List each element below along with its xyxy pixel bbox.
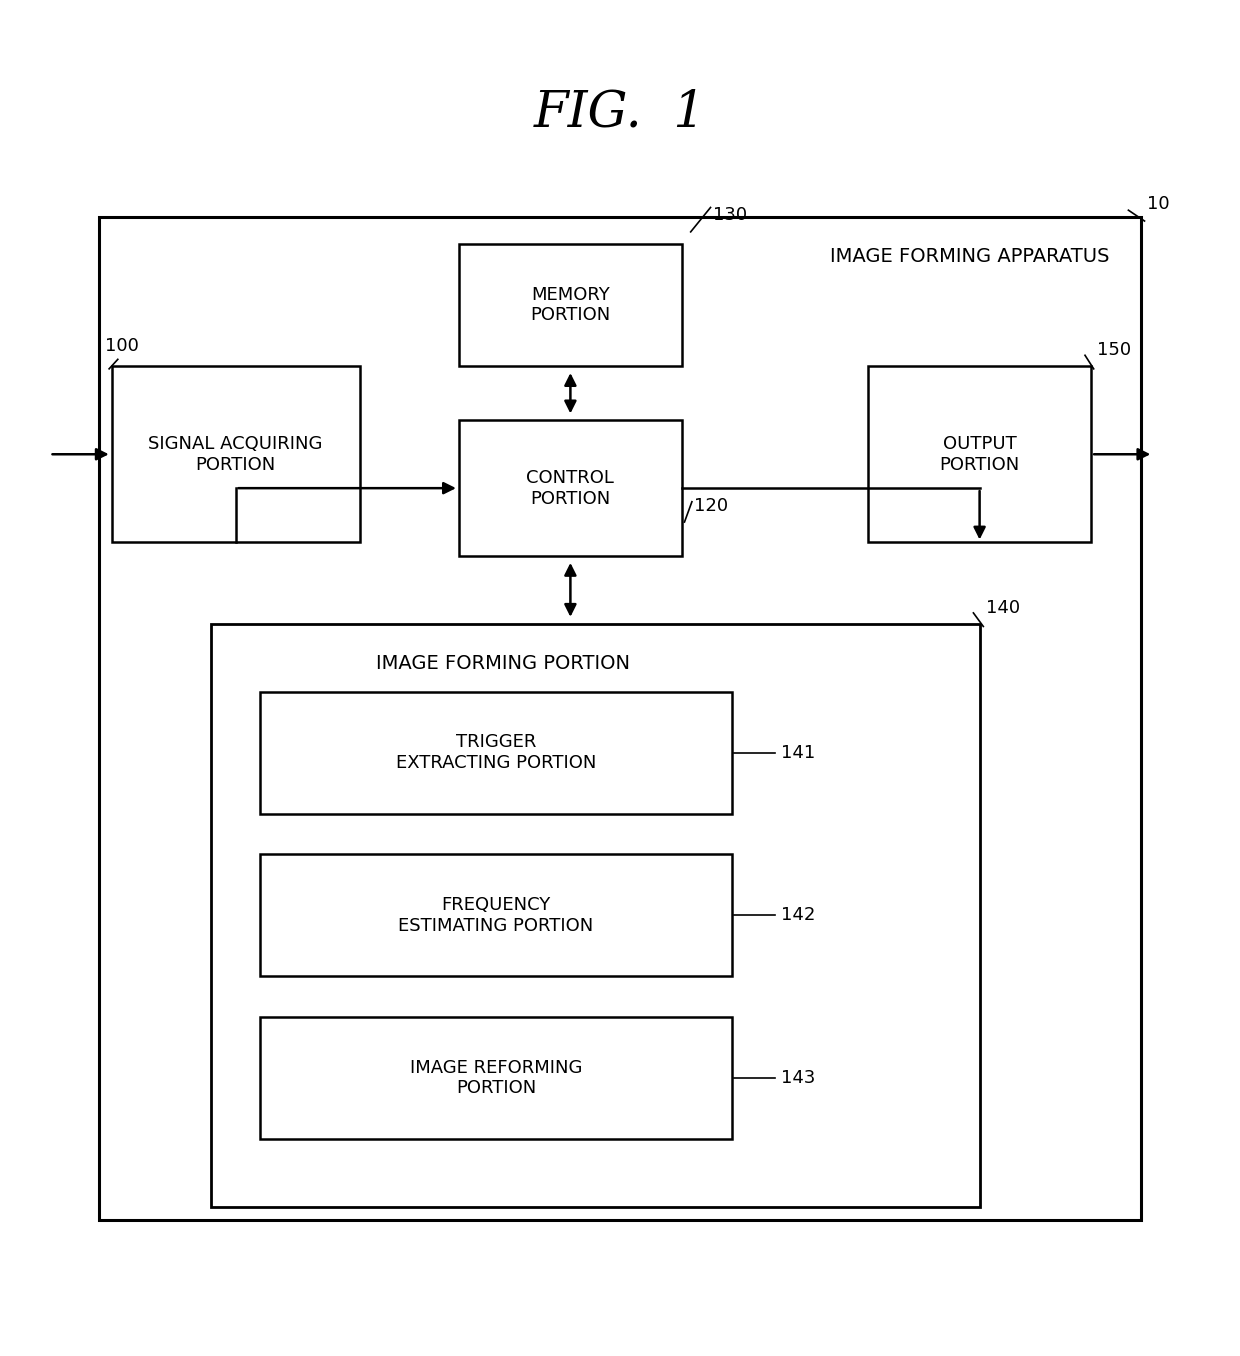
FancyBboxPatch shape: [99, 217, 1141, 1220]
Text: 142: 142: [781, 906, 816, 925]
FancyBboxPatch shape: [211, 624, 980, 1207]
FancyBboxPatch shape: [459, 244, 682, 366]
Text: 140: 140: [986, 599, 1021, 617]
Text: FIG.  1: FIG. 1: [534, 88, 706, 137]
Text: TRIGGER
EXTRACTING PORTION: TRIGGER EXTRACTING PORTION: [396, 734, 596, 772]
FancyBboxPatch shape: [868, 366, 1091, 542]
Text: 100: 100: [105, 338, 139, 355]
Text: 120: 120: [694, 498, 729, 515]
Text: 150: 150: [1097, 342, 1132, 359]
FancyBboxPatch shape: [260, 692, 732, 814]
Text: CONTROL
PORTION: CONTROL PORTION: [527, 469, 614, 507]
FancyBboxPatch shape: [260, 1017, 732, 1139]
Text: 10: 10: [1147, 195, 1169, 213]
Text: OUTPUT
PORTION: OUTPUT PORTION: [940, 435, 1019, 473]
Text: MEMORY
PORTION: MEMORY PORTION: [531, 286, 610, 324]
FancyBboxPatch shape: [260, 854, 732, 976]
FancyBboxPatch shape: [112, 366, 360, 542]
Text: 143: 143: [781, 1069, 816, 1088]
Text: IMAGE FORMING PORTION: IMAGE FORMING PORTION: [376, 654, 630, 673]
Text: 141: 141: [781, 743, 816, 762]
FancyBboxPatch shape: [459, 420, 682, 556]
Text: FREQUENCY
ESTIMATING PORTION: FREQUENCY ESTIMATING PORTION: [398, 896, 594, 934]
Text: 130: 130: [713, 206, 748, 224]
Text: IMAGE REFORMING
PORTION: IMAGE REFORMING PORTION: [409, 1059, 583, 1097]
Text: SIGNAL ACQUIRING
PORTION: SIGNAL ACQUIRING PORTION: [149, 435, 322, 473]
Text: IMAGE FORMING APPARATUS: IMAGE FORMING APPARATUS: [831, 247, 1110, 266]
